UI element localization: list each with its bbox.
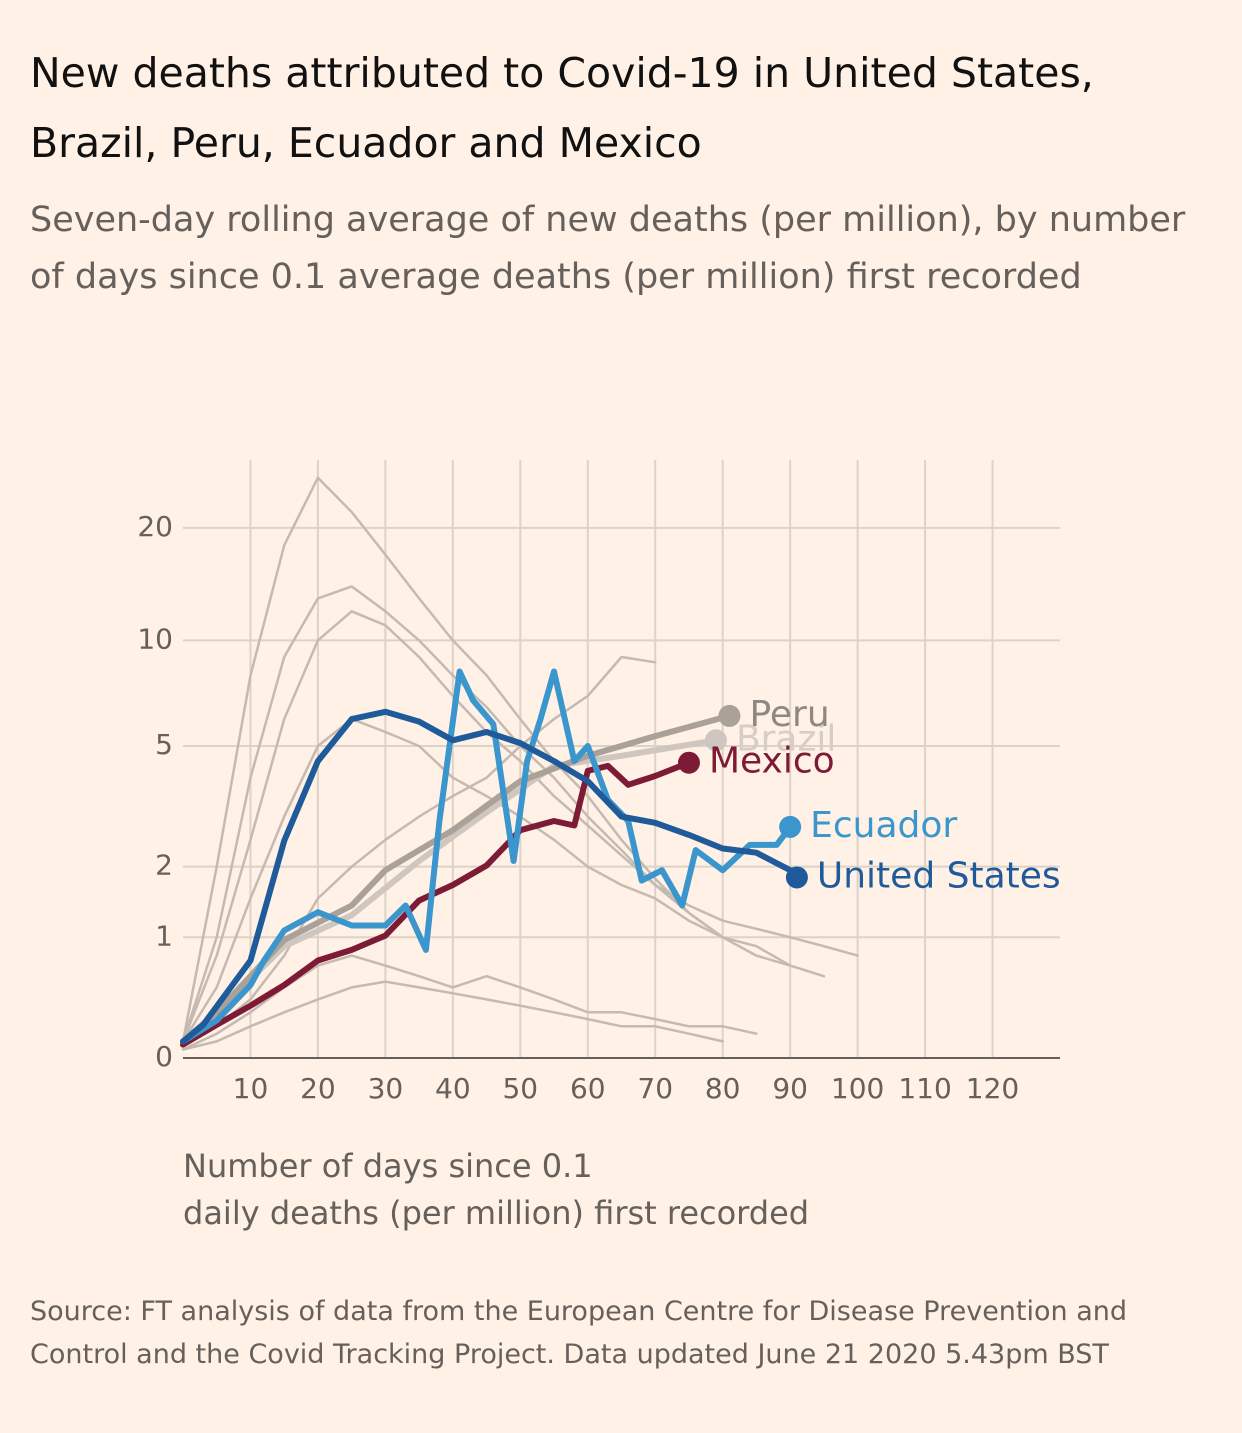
x-tick-label: 70 [637,1072,673,1105]
x-tick-label: 90 [772,1072,808,1105]
x-tick-label: 120 [966,1072,1019,1105]
chart-title: New deaths attributed to Covid-19 in Uni… [30,49,1094,167]
background-line [181,980,724,1051]
series-line [180,708,800,1045]
x-tick-label: 30 [368,1072,404,1105]
series-label: Brazil [736,718,836,759]
x-tick-label: 50 [502,1072,538,1105]
x-tick-label: 110 [898,1072,951,1105]
x-tick-label: 100 [831,1072,884,1105]
x-tick-label: 20 [300,1072,336,1105]
x-tick-label: 40 [435,1072,471,1105]
x-tick-label: 10 [233,1072,269,1105]
y-tick-label: 5 [155,728,173,761]
series-line [180,712,733,1045]
series-line [180,759,692,1048]
x-tick-label: 60 [570,1072,606,1105]
end-dot [677,751,700,774]
series-label: Mexico [709,741,835,782]
background-line [181,585,792,1043]
x-axis-label: Number of days since 0.1 [183,1147,593,1185]
series-line [180,668,794,1045]
end-dot [718,704,741,727]
chart-subtitle: Seven-day rolling average of new deaths … [30,200,1186,297]
background-line [181,954,758,1051]
y-tick-label: 0 [155,1040,173,1073]
background-line [181,610,859,1043]
x-tick-label: 80 [705,1072,741,1105]
y-tick-label: 10 [137,622,173,655]
y-tick-label: 20 [137,510,173,543]
background-line [181,655,657,1043]
y-tick-label: 1 [155,919,173,952]
chart: Number of days since 0.1 daily deaths (p… [137,460,1061,1232]
series-label: United States [817,855,1061,896]
y-tick-label: 2 [155,849,173,882]
series-label: Ecuador [810,805,957,846]
source-note: Source: FT analysis of data from the Eur… [30,1296,1128,1370]
end-dot [785,866,808,889]
series-label: Peru [749,694,829,735]
end-dot [704,729,727,752]
end-dot [779,815,802,838]
x-axis-label: daily deaths (per million) first recorde… [183,1194,809,1232]
